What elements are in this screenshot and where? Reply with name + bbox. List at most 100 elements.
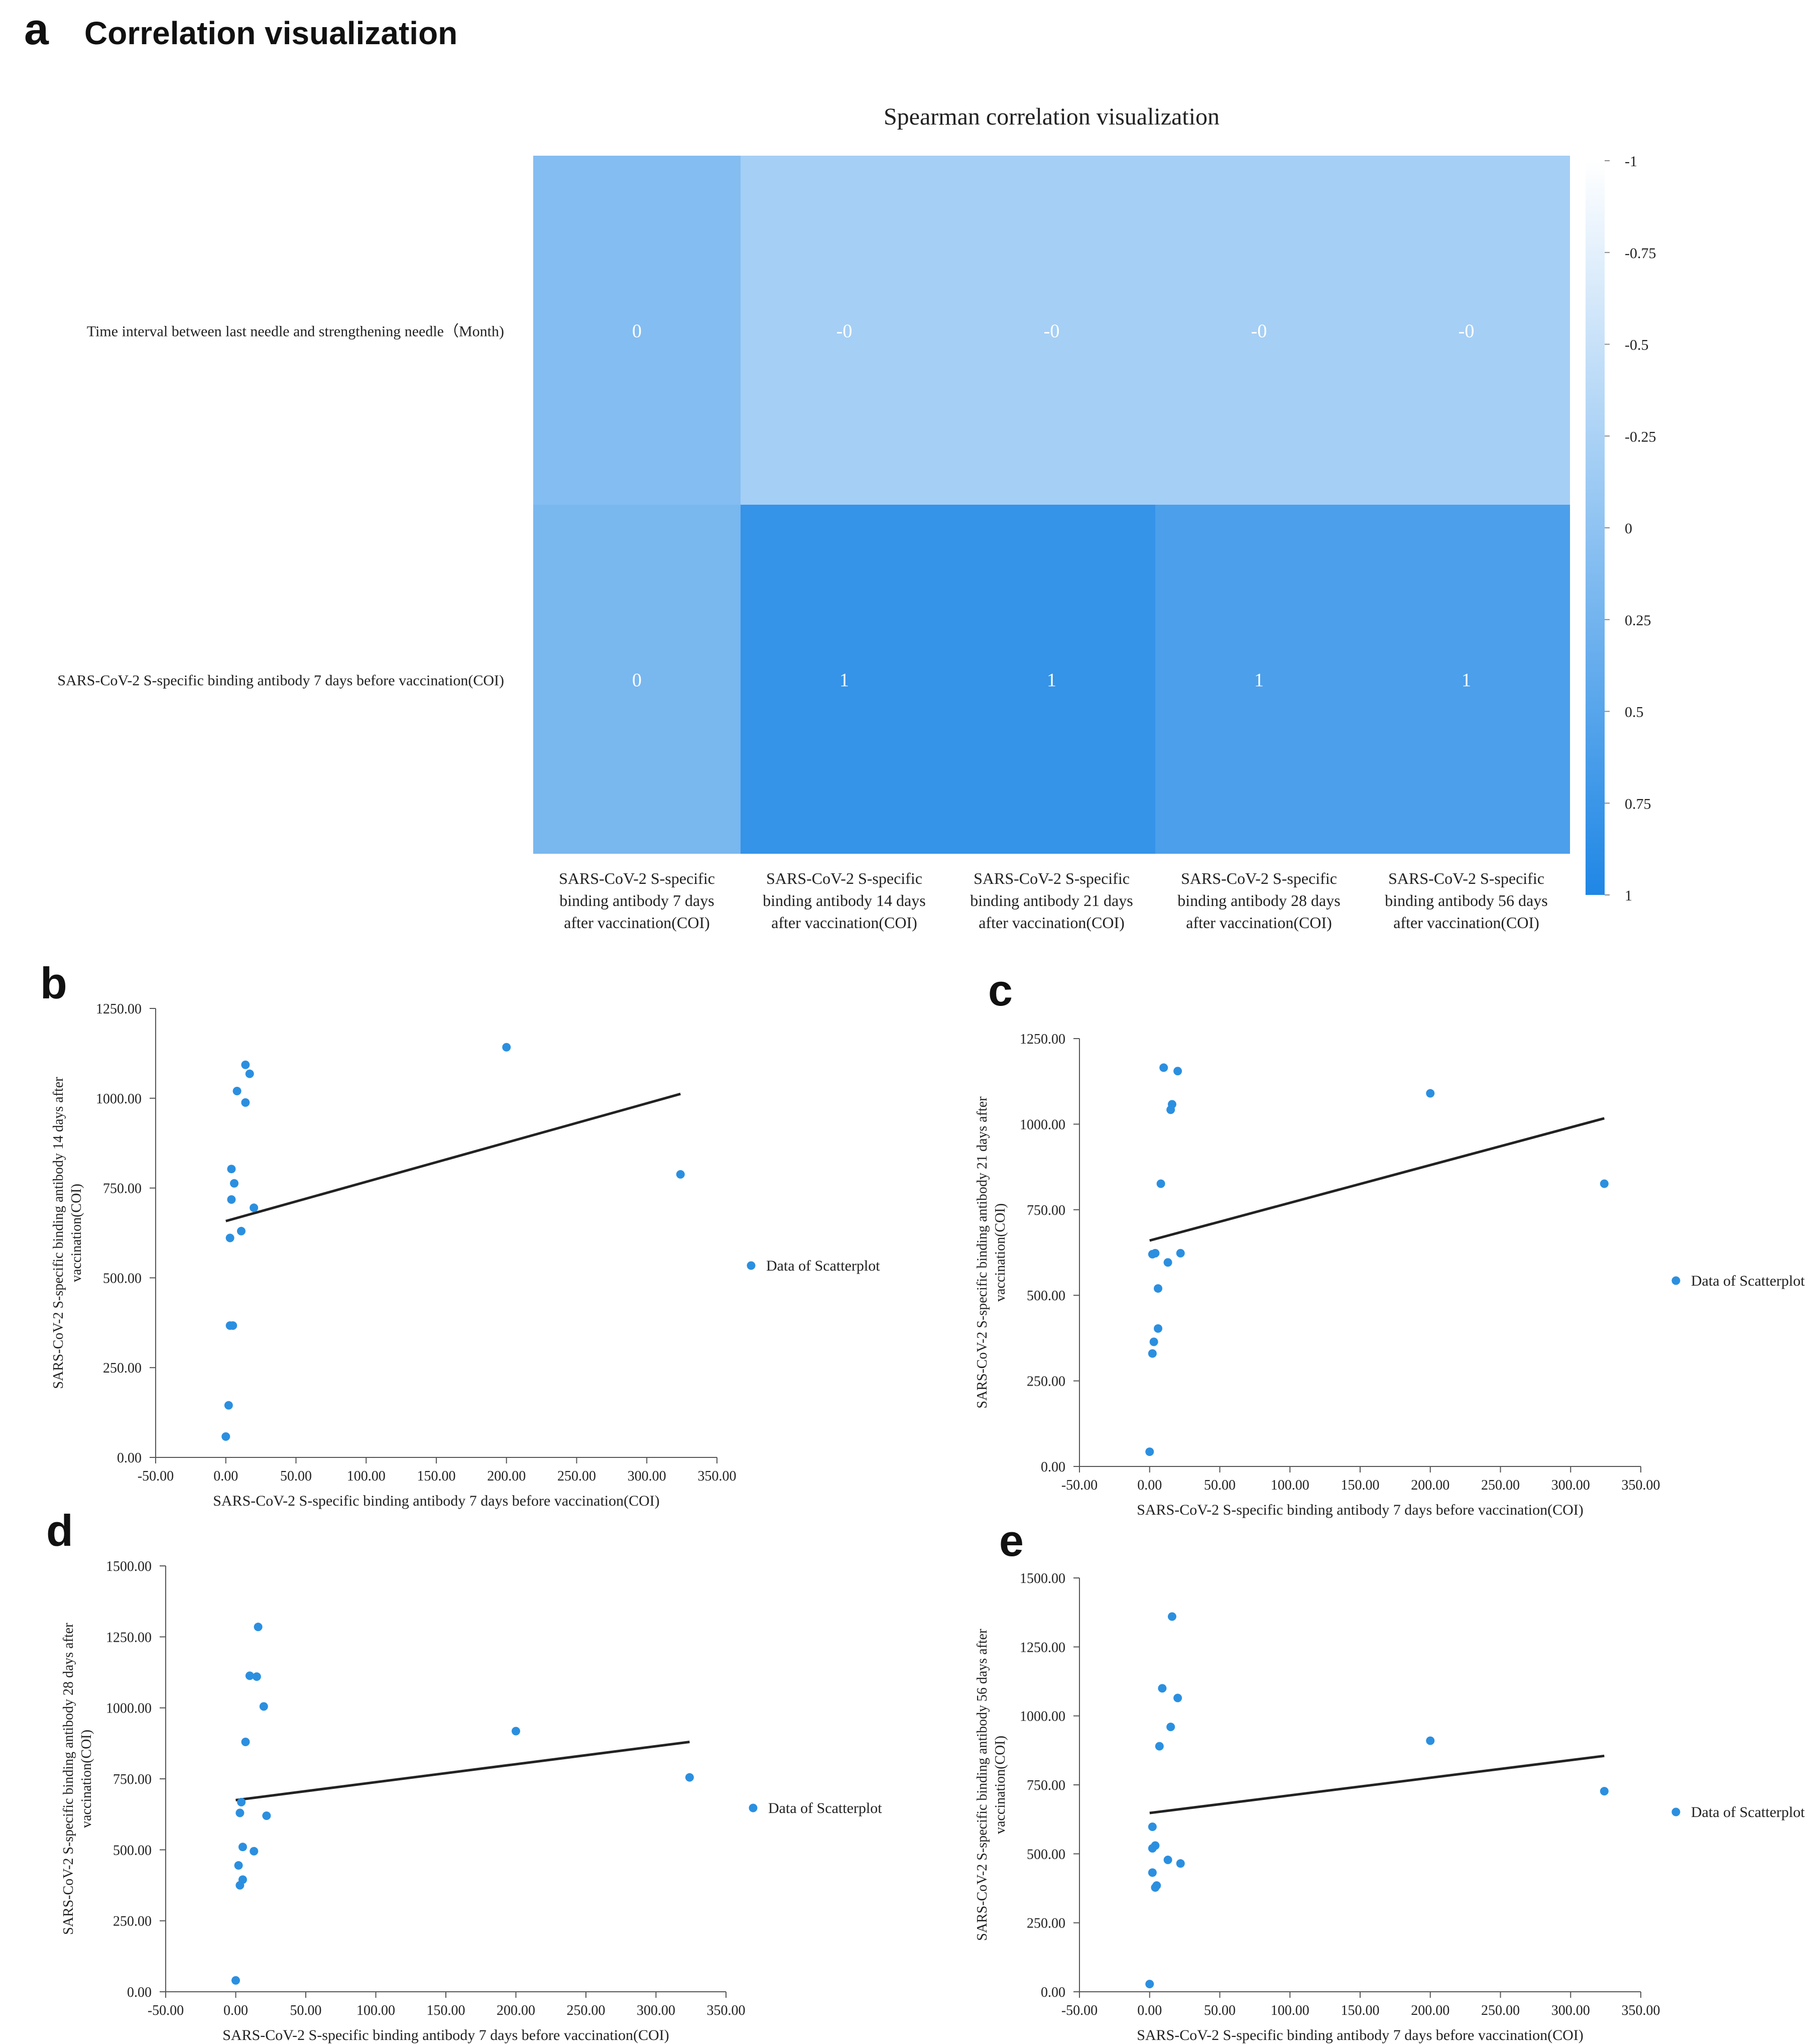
y-tick-label: 1500.00	[1020, 1571, 1065, 1586]
scatter-point	[250, 1847, 259, 1856]
scatter-point	[262, 1811, 271, 1820]
y-tick-label: 0.00	[1041, 1459, 1065, 1475]
heatmap-column-label: SARS-CoV-2 S-specific	[1181, 869, 1337, 887]
scatter-point	[232, 1086, 241, 1095]
scatter-point	[1163, 1855, 1172, 1864]
x-tick-label: 350.00	[707, 2003, 746, 2018]
y-axis-label: vaccination(COI)	[993, 1736, 1008, 1834]
heatmap-column-label: after vaccination(COI)	[1186, 914, 1332, 932]
y-tick-label: 500.00	[1027, 1847, 1065, 1862]
y-tick-label: 250.00	[113, 1914, 152, 1929]
y-tick-label: 750.00	[103, 1181, 142, 1197]
y-tick-label: 500.00	[103, 1271, 142, 1286]
scatter-point	[237, 1797, 246, 1806]
scatter-point	[502, 1043, 511, 1052]
x-tick-label: 0.00	[1137, 2003, 1162, 2018]
colorbar-tick-label: -0.75	[1625, 245, 1656, 262]
y-tick-label: 500.00	[1027, 1288, 1065, 1304]
scatter-panel-b: b 0.00 250.00 500.00 750.00 1000.00 1250.00 -50…	[40, 958, 880, 1509]
x-tick-label: 350.00	[1622, 2003, 1660, 2018]
y-axis-label: SARS-CoV-2 S-specific binding antibody 2…	[975, 1096, 990, 1409]
y-tick-label: 750.00	[1027, 1778, 1065, 1793]
heatmap-cell	[948, 505, 1155, 854]
x-tick-label: 100.00	[1271, 2003, 1309, 2018]
heatmap-column-label: binding antibody 28 days	[1177, 891, 1340, 910]
legend-label: Data of Scatterplot	[1691, 1804, 1805, 1821]
colorbar-tick-label: 0.25	[1625, 612, 1651, 629]
x-tick-label: 50.00	[280, 1468, 312, 1484]
scatter-point	[231, 1976, 240, 1985]
scatter-point	[1158, 1684, 1167, 1693]
scatter-point	[227, 1195, 236, 1204]
scatter-point	[1426, 1089, 1435, 1098]
x-tick-label: 0.00	[223, 2003, 248, 2018]
x-axis-label: SARS-CoV-2 S-specific binding antibody 7…	[1137, 1502, 1584, 1518]
y-tick-label: 250.00	[1027, 1916, 1065, 1932]
colorbar-tick-label: -0.5	[1625, 337, 1649, 354]
y-tick-label: 0.00	[127, 1985, 152, 2000]
legend-label: Data of Scatterplot	[1691, 1273, 1805, 1289]
x-axis-label: SARS-CoV-2 S-specific binding antibody 7…	[1137, 2027, 1584, 2043]
heatmap-column-label: SARS-CoV-2 S-specific	[766, 869, 922, 887]
heatmap-cell	[1155, 156, 1363, 505]
scatter-point	[1148, 1868, 1157, 1877]
scatter-point	[512, 1727, 520, 1736]
y-axis-label: vaccination(COI)	[993, 1203, 1008, 1302]
legend-marker	[1671, 1276, 1680, 1285]
scatter-panel-d: d 0.00 250.00 500.00 750.00 1000.00 1250.00 150…	[46, 1506, 882, 2043]
scatter-point	[1154, 1324, 1163, 1333]
colorbar-tick-label: 0.75	[1625, 796, 1651, 812]
x-tick-label: 300.00	[628, 1468, 666, 1484]
scatter-point	[1166, 1105, 1175, 1114]
legend-marker	[747, 1261, 756, 1270]
y-tick-label: 1000.00	[1020, 1709, 1065, 1725]
y-axis-label: SARS-CoV-2 S-specific binding antibody 2…	[61, 1623, 76, 1935]
y-tick-label: 1500.00	[106, 1559, 152, 1574]
scatter-point	[1166, 1723, 1175, 1732]
heatmap-cell	[533, 156, 741, 505]
scatter-point	[1145, 1447, 1154, 1456]
heatmap-column-label: after vaccination(COI)	[979, 914, 1125, 932]
scatter-point	[1148, 1349, 1157, 1358]
heatmap-cell-label: 1	[1462, 670, 1471, 691]
y-tick-label: 0.00	[1041, 1985, 1065, 2000]
scatter-point	[225, 1233, 234, 1242]
heatmap-cell-label: 1	[1047, 670, 1056, 691]
y-tick-label: 750.00	[113, 1772, 152, 1787]
scatter-point	[1148, 1250, 1157, 1259]
regression-line	[1149, 1754, 1605, 1814]
scatter-point	[685, 1773, 694, 1782]
scatter-point	[1176, 1859, 1185, 1868]
scatter-point	[1156, 1179, 1165, 1188]
heatmap-column-label: after vaccination(COI)	[771, 914, 917, 932]
regression-line	[1149, 1117, 1605, 1242]
heatmap-cell	[533, 505, 741, 854]
heatmap-row-label: SARS-CoV-2 S-specific binding antibody 7…	[57, 672, 504, 689]
scatter-point	[236, 1226, 246, 1235]
heatmap-column-label: SARS-CoV-2 S-specific	[1388, 869, 1544, 887]
regression-line	[225, 1092, 681, 1222]
x-tick-label: 150.00	[1341, 1478, 1380, 1493]
colorbar-tick-label: -1	[1625, 153, 1637, 170]
scatter-point	[1600, 1787, 1609, 1796]
panel-title-a: Correlation visualization	[84, 15, 457, 51]
y-tick-label: 1250.00	[106, 1630, 152, 1645]
heatmap-cell-label: 0	[632, 321, 642, 342]
scatter-panel-c: c 0.00 250.00 500.00 750.00 1000.00 1250.00 -50…	[975, 965, 1805, 1518]
scatter-point	[1159, 1063, 1168, 1072]
x-tick-label: 250.00	[1481, 2003, 1520, 2018]
legend-label: Data of Scatterplot	[766, 1258, 880, 1274]
scatter-point	[1163, 1258, 1172, 1267]
x-tick-label: -50.00	[1061, 1478, 1098, 1493]
y-tick-label: 750.00	[1027, 1203, 1065, 1218]
scatter-point	[241, 1738, 250, 1747]
x-tick-label: 100.00	[356, 2003, 395, 2018]
legend-label: Data of Scatterplot	[768, 1800, 882, 1816]
colorbar-tick-label: 1	[1625, 887, 1632, 904]
colorbar	[1586, 161, 1605, 895]
scatter-point	[241, 1098, 250, 1107]
panel-letter-c: c	[988, 965, 1013, 1015]
heatmap-column-label: SARS-CoV-2 S-specific	[974, 869, 1130, 887]
heatmap-column-label: binding antibody 14 days	[763, 891, 925, 910]
scatter-point	[259, 1702, 268, 1711]
